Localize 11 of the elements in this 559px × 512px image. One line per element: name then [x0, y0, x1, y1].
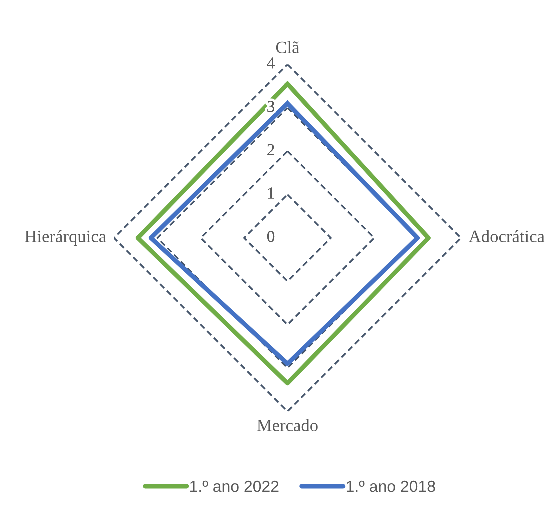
spoke-label: Hierárquica [25, 230, 106, 246]
y-tick-label: 3 [268, 101, 275, 112]
y-tick-label: 2 [268, 144, 274, 156]
y-tick-label: 4 [267, 58, 275, 69]
y-tick-label: 1 [268, 188, 274, 199]
y-tick-label: 0 [268, 231, 275, 242]
spoke-label: Clã [276, 41, 300, 54]
legend-label: 1.º ano 2018 [347, 480, 436, 492]
legend-label: 1.º ano 2022 [190, 480, 279, 492]
spoke-label: Adocrática [469, 230, 545, 243]
spoke-label: Mercado [257, 419, 318, 432]
